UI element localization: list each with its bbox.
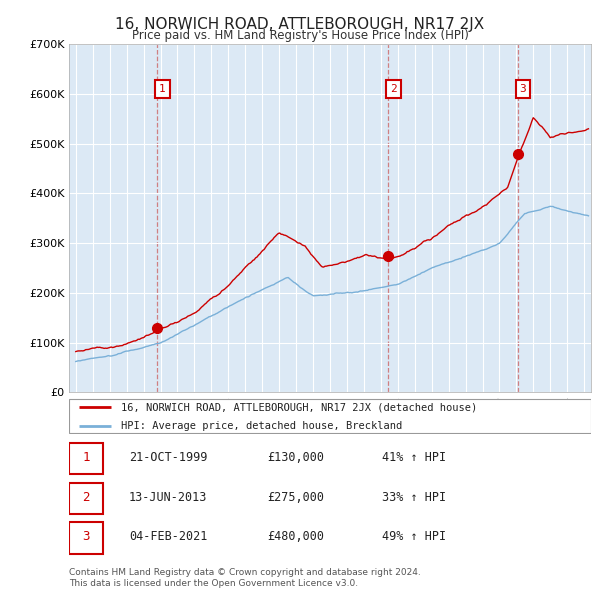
Text: Price paid vs. HM Land Registry's House Price Index (HPI): Price paid vs. HM Land Registry's House … bbox=[131, 30, 469, 42]
Text: 04-FEB-2021: 04-FEB-2021 bbox=[129, 530, 208, 543]
Text: 3: 3 bbox=[82, 530, 90, 543]
Text: 41% ↑ HPI: 41% ↑ HPI bbox=[382, 451, 446, 464]
Text: £130,000: £130,000 bbox=[268, 451, 325, 464]
FancyBboxPatch shape bbox=[69, 442, 103, 474]
Text: 16, NORWICH ROAD, ATTLEBOROUGH, NR17 2JX (detached house): 16, NORWICH ROAD, ATTLEBOROUGH, NR17 2JX… bbox=[121, 402, 478, 412]
Text: 21-OCT-1999: 21-OCT-1999 bbox=[129, 451, 208, 464]
Text: 1: 1 bbox=[82, 451, 90, 464]
Text: HPI: Average price, detached house, Breckland: HPI: Average price, detached house, Brec… bbox=[121, 421, 403, 431]
FancyBboxPatch shape bbox=[69, 523, 103, 554]
Text: £480,000: £480,000 bbox=[268, 530, 325, 543]
Text: £275,000: £275,000 bbox=[268, 490, 325, 504]
Text: 3: 3 bbox=[520, 84, 526, 94]
FancyBboxPatch shape bbox=[69, 399, 591, 433]
Text: 49% ↑ HPI: 49% ↑ HPI bbox=[382, 530, 446, 543]
FancyBboxPatch shape bbox=[69, 483, 103, 514]
Text: 33% ↑ HPI: 33% ↑ HPI bbox=[382, 490, 446, 504]
Text: 2: 2 bbox=[390, 84, 397, 94]
Text: 13-JUN-2013: 13-JUN-2013 bbox=[129, 490, 208, 504]
Text: This data is licensed under the Open Government Licence v3.0.: This data is licensed under the Open Gov… bbox=[69, 579, 358, 588]
Text: 2: 2 bbox=[82, 490, 90, 504]
Text: 16, NORWICH ROAD, ATTLEBOROUGH, NR17 2JX: 16, NORWICH ROAD, ATTLEBOROUGH, NR17 2JX bbox=[115, 17, 485, 31]
Text: Contains HM Land Registry data © Crown copyright and database right 2024.: Contains HM Land Registry data © Crown c… bbox=[69, 568, 421, 576]
Text: 1: 1 bbox=[159, 84, 166, 94]
